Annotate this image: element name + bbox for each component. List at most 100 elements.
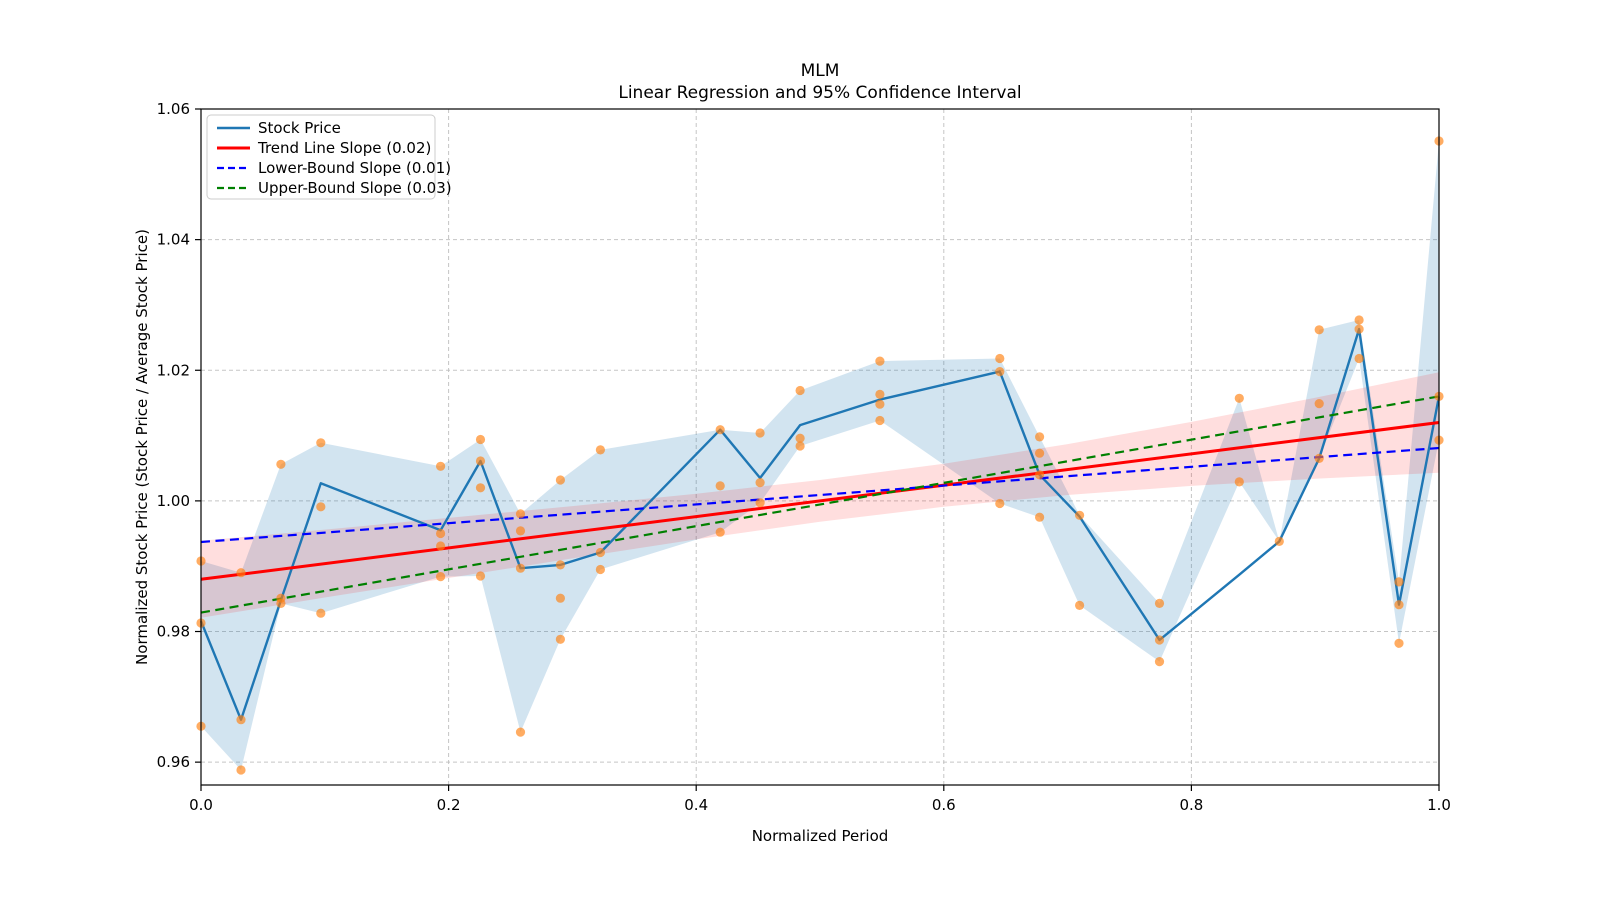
stock-price-point [276,459,286,469]
stock-price-line [199,327,1441,721]
stock-price-point [1314,325,1324,335]
stock-price-point [875,389,885,399]
chart-title: MLM [801,61,840,81]
stock-price-point [795,441,805,451]
y-tick-label: 0.96 [157,753,190,771]
stock-price-point [1394,638,1404,648]
stock-price-point [555,560,566,570]
stock-price-point [475,483,486,493]
legend-item: Trend Line Slope (0.02) [217,139,431,157]
data-lines [199,327,1441,721]
stock-price-point [475,456,486,466]
stock-price-point [1314,399,1324,409]
stock-price-point [436,541,446,551]
trend-line [200,421,1440,581]
stock-price-point [316,502,326,512]
scatter-points [196,136,1444,775]
stock-price-point [1394,577,1404,587]
x-tick-label: 0.2 [437,796,461,814]
stock-price-point [595,547,606,558]
stock-price-point [1274,536,1284,547]
legend-box [206,114,436,200]
plot-border [200,108,1440,786]
y-tick-label: 1.04 [157,231,190,249]
stock-price-point [555,634,566,644]
stock-price-point [1154,598,1165,609]
stock-price-point [515,509,526,519]
legend-label: Upper-Bound Slope (0.03) [258,179,452,197]
stock-price-point [875,399,885,409]
stock-price-point [515,526,526,536]
stock-price-point [715,481,725,491]
stock-price-point [1354,315,1364,325]
legend-item: Upper-Bound Slope (0.03) [217,179,452,197]
stock-price-point [595,445,606,455]
legend-label: Lower-Bound Slope (0.01) [258,159,451,177]
stock-price-point [475,571,486,581]
x-tick-label: 1.0 [1427,796,1451,814]
stock-price-point [436,572,446,582]
stock-price-point [995,498,1005,509]
legend-label: Trend Line Slope (0.02) [257,139,431,157]
stock-price-point [1354,324,1364,334]
stock-price-point [1234,393,1244,403]
confidence-bands [201,141,1439,770]
legend-label: Stock Price [258,119,341,137]
stock-price-point [1234,477,1244,487]
axis-ticks: 0.0 0.2 0.4 0.6 0.8 1.0 0.96 0.98 1.00 1.02 1.04 1.… [157,100,1451,814]
x-tick-label: 0.4 [684,796,708,814]
stock-price-point [236,715,246,725]
stock-price-point [1035,512,1045,522]
stock-price-point [475,434,486,445]
stock-price-point [1035,448,1045,458]
stock-price-point [316,608,326,618]
stock-price-point [1394,600,1404,610]
stock-price-point [276,598,286,609]
x-tick-label: 0.8 [1179,796,1203,814]
x-tick-label: 0.0 [189,796,213,814]
stock-price-point [436,528,446,539]
stock-price-point [875,356,885,366]
legend-item: Lower-Bound Slope (0.01) [217,159,451,177]
legend-item: Stock Price [217,119,341,137]
stock-price-point [995,367,1005,377]
stock-price-point [1314,453,1324,463]
upper-bound-line [200,395,1440,614]
stock-price-point [515,563,526,573]
y-axis-label: Normalized Stock Price (Stock Price / Av… [133,229,151,665]
y-tick-label: 1.06 [157,100,190,118]
y-tick-label: 1.02 [157,361,190,379]
stock-price-point [436,461,446,471]
stock-price-point [875,415,885,426]
stock-price-point [795,385,805,396]
y-tick-label: 1.00 [157,492,190,510]
stock-price-point [1154,657,1165,667]
stock-price-point [515,727,526,737]
stock-price-point [1154,635,1165,645]
stock-price-point [1075,510,1085,520]
stock-price-point [1075,600,1085,611]
stock-price-point [755,428,765,438]
stock-price-point [555,593,566,603]
lower-bound-line [200,446,1440,544]
stock-price-point [555,475,566,485]
x-axis-label: Normalized Period [752,827,889,845]
stock-price-point [1035,470,1045,480]
stock-price-point [316,438,326,448]
stock-price-point [236,568,246,578]
stock-price-point [715,527,725,537]
stock-price-point [715,425,725,435]
legend: Stock Price Trend Line Slope (0.02) Lower-… [206,114,452,200]
stock-price-point [995,353,1005,364]
axes-spines [200,108,1440,786]
y-tick-label: 0.98 [157,623,190,641]
x-tick-label: 0.6 [932,796,956,814]
stock-price-point [1354,353,1364,364]
stock-price-point [795,433,805,443]
stock-price-band [201,141,1439,770]
stock-price-point [755,498,765,508]
regression-ci-band [201,372,1439,618]
stock-price-point [1035,432,1045,442]
